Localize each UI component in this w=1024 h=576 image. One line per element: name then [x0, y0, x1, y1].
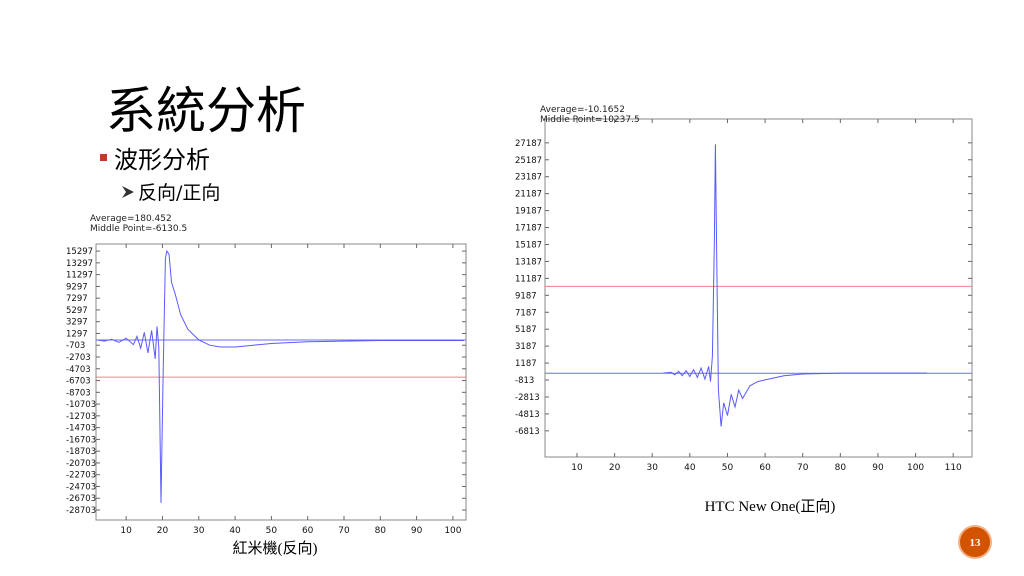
y-tick-label: -703	[66, 341, 85, 351]
x-tick-label: 20	[609, 463, 621, 473]
y-tick-label: 25187	[515, 156, 542, 166]
bullet-marker	[100, 154, 107, 161]
y-tick-label: 7297	[66, 294, 88, 304]
x-tick-label: 90	[411, 526, 423, 536]
y-tick-label: 5297	[66, 306, 88, 316]
x-tick-label: 20	[157, 526, 169, 536]
page-number-badge	[958, 525, 992, 559]
x-tick-label: 30	[646, 463, 658, 473]
slide-title: 系統分析	[106, 82, 306, 140]
y-tick-label: -4703	[66, 365, 91, 375]
plot-frame	[95, 243, 467, 521]
y-tick-label: -28703	[66, 506, 96, 516]
y-tick-label: 1187	[515, 359, 537, 369]
y-tick-label: 9297	[66, 282, 88, 292]
y-tick-label: 19187	[515, 207, 542, 217]
x-tick-label: 10	[571, 463, 583, 473]
bullet-text: 波形分析	[114, 146, 210, 174]
y-tick-label: 23187	[515, 173, 542, 183]
x-tick-label: 80	[375, 526, 387, 536]
y-tick-label: 11297	[66, 271, 93, 281]
y-tick-label: -6703	[66, 377, 91, 387]
y-tick-label: -14703	[66, 424, 96, 434]
x-tick-label: 30	[193, 526, 205, 536]
x-tick-label: 70	[338, 526, 350, 536]
y-tick-label: 15187	[515, 240, 542, 250]
page-number: 13	[970, 537, 982, 549]
x-tick-label: 110	[945, 463, 962, 473]
y-tick-label: -2703	[66, 353, 91, 363]
y-tick-label: 1297	[66, 329, 88, 339]
y-tick-label: 27187	[515, 139, 542, 149]
x-tick-label: 10	[120, 526, 132, 536]
x-tick-label: 80	[835, 463, 847, 473]
chart-caption: 紅米機(反向)	[233, 540, 318, 557]
annotation: Middle Point=10237.5	[540, 115, 640, 125]
x-tick-label: 100	[907, 463, 924, 473]
y-tick-label: 21187	[515, 190, 542, 200]
y-tick-label: -4813	[515, 410, 540, 420]
y-tick-label: -2813	[515, 393, 540, 403]
y-tick-label: -16703	[66, 435, 96, 445]
y-tick-label: 15297	[66, 247, 93, 257]
x-tick-label: 50	[722, 463, 734, 473]
y-tick-label: 3297	[66, 318, 88, 328]
y-tick-label: 3187	[515, 342, 537, 352]
waveform	[663, 144, 927, 427]
x-tick-label: 90	[872, 463, 884, 473]
plot-frame	[544, 118, 973, 458]
y-tick-label: 17187	[515, 224, 542, 234]
y-tick-label: -24703	[66, 482, 96, 492]
sub-bullet-text: 反向/正向	[138, 182, 220, 204]
x-tick-label: 100	[444, 526, 461, 536]
x-tick-label: 60	[759, 463, 771, 473]
y-tick-label: -20703	[66, 459, 96, 469]
x-tick-label: 70	[797, 463, 809, 473]
x-tick-label: 40	[684, 463, 696, 473]
x-tick-label: 60	[302, 526, 314, 536]
annotation: Average=-10.1652	[540, 105, 625, 115]
y-tick-label: -12703	[66, 412, 96, 422]
y-tick-label: -813	[515, 376, 534, 386]
waveform	[97, 249, 464, 503]
annotation: Average=180.452	[90, 214, 172, 224]
y-tick-label: -10703	[66, 400, 96, 410]
y-tick-label: 11187	[515, 274, 542, 284]
y-tick-label: -8703	[66, 388, 91, 398]
y-tick-label: 13187	[515, 257, 542, 267]
annotation: Middle Point=-6130.5	[90, 224, 187, 234]
x-tick-label: 40	[229, 526, 241, 536]
sub-bullet-marker	[122, 186, 134, 198]
y-tick-label: 7187	[515, 308, 537, 318]
x-tick-label: 50	[266, 526, 278, 536]
y-tick-label: -6813	[515, 427, 540, 437]
y-tick-label: -22703	[66, 471, 96, 481]
y-tick-label: -18703	[66, 447, 96, 457]
y-tick-label: 5187	[515, 325, 537, 335]
y-tick-label: -26703	[66, 494, 96, 504]
y-tick-label: 13297	[66, 259, 93, 269]
chart-caption: HTC New One(正向)	[705, 498, 836, 515]
y-tick-label: 9187	[515, 291, 537, 301]
